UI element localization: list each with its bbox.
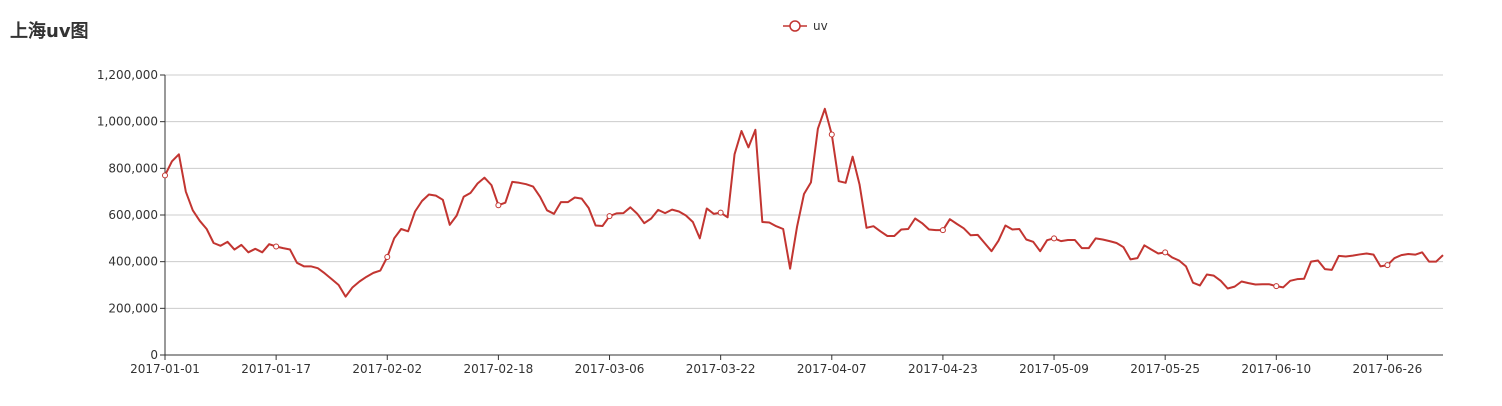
x-tick-label: 2017-04-07	[797, 362, 867, 376]
chart-title: 上海uv图	[10, 20, 89, 42]
x-tick-label: 2017-02-02	[352, 362, 422, 376]
y-tick-label: 0	[150, 348, 158, 362]
data-point[interactable]	[273, 243, 280, 250]
x-tick-label: 2017-05-09	[1019, 362, 1089, 376]
y-tick-label: 200,000	[108, 301, 158, 315]
data-point[interactable]	[162, 172, 168, 179]
data-point[interactable]	[384, 254, 391, 260]
series-uv	[162, 107, 1444, 298]
axes: 0 200,000 400,000 600,000 800,000 1,000,000 1,…	[97, 68, 1443, 376]
grid	[165, 74, 1443, 309]
legend-label-uv: uv	[813, 19, 828, 33]
x-tick-label: 2017-01-17	[241, 362, 311, 376]
x-tick-label: 2017-06-10	[1241, 362, 1311, 376]
y-tick-label: 800,000	[108, 161, 158, 175]
data-point[interactable]	[1384, 262, 1391, 269]
y-tick-label: 1,200,000	[97, 68, 158, 82]
data-point[interactable]	[717, 209, 724, 216]
y-tick-label: 1,000,000	[97, 115, 158, 129]
legend-symbol-uv	[789, 20, 801, 32]
x-tick-label: 2017-05-25	[1130, 362, 1200, 376]
data-point[interactable]	[828, 131, 835, 138]
series-line-uv	[164, 107, 1444, 298]
data-point[interactable]	[1273, 283, 1280, 290]
x-tick-label: 2017-04-23	[908, 362, 978, 376]
x-tick-label: 2017-01-01	[130, 362, 200, 376]
x-tick-label: 2017-03-22	[686, 362, 756, 376]
data-point[interactable]	[1162, 249, 1169, 256]
data-point[interactable]	[606, 213, 613, 220]
x-tick-label: 2017-03-06	[575, 362, 645, 376]
y-tick-label: 600,000	[108, 208, 158, 222]
x-tick-label: 2017-06-26	[1353, 362, 1423, 376]
y-tick-label: 400,000	[108, 255, 158, 269]
data-point[interactable]	[495, 202, 502, 209]
data-point[interactable]	[939, 227, 946, 234]
x-tick-label: 2017-02-18	[464, 362, 534, 376]
legend[interactable]: uv	[783, 19, 828, 33]
data-point[interactable]	[1051, 235, 1058, 242]
